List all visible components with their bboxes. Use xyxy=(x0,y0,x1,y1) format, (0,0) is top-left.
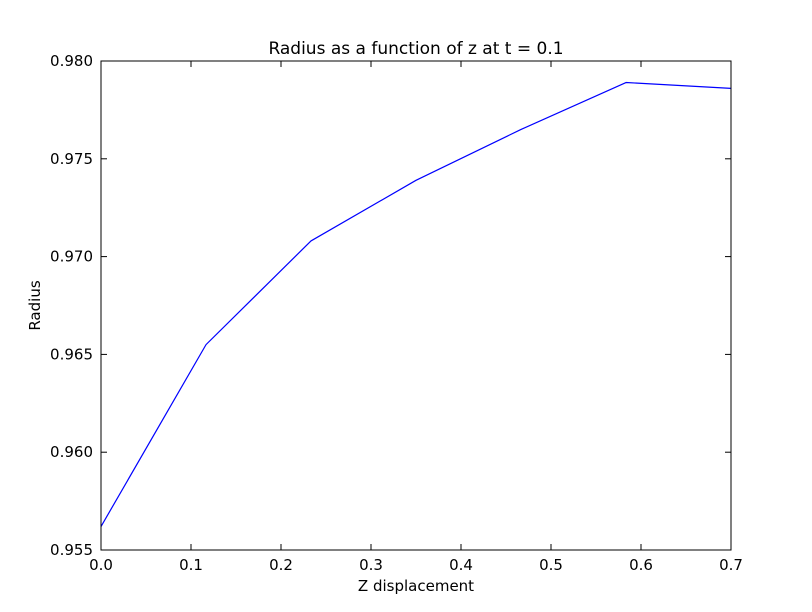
x-tick-label: 0.3 xyxy=(359,556,383,574)
x-axis-label: Z displacement xyxy=(358,577,474,595)
x-tick-label: 0.2 xyxy=(269,556,293,574)
plot-area xyxy=(100,81,732,527)
y-tick-label: 0.960 xyxy=(50,443,93,461)
y-tick-label: 0.980 xyxy=(50,52,93,70)
plot-frame xyxy=(100,60,732,551)
chart-title: Radius as a function of z at t = 0.1 xyxy=(268,39,563,59)
x-tick-label: 0.7 xyxy=(719,556,743,574)
x-tick-label: 0.1 xyxy=(179,556,203,574)
x-tick-label: 0.0 xyxy=(89,556,113,574)
x-tick-label: 0.6 xyxy=(629,556,653,574)
y-tick-label: 0.975 xyxy=(50,150,93,168)
y-axis-label: Radius xyxy=(26,280,44,330)
x-tick-label: 0.5 xyxy=(539,556,563,574)
series-line xyxy=(100,81,732,527)
x-tick-label: 0.4 xyxy=(449,556,473,574)
y-tick-label: 0.955 xyxy=(50,541,93,559)
y-tick-label: 0.970 xyxy=(50,248,93,266)
axis-ticks: 0.0 0.1 0.2 0.3 0.4 0.5 0.6 0.7 0.955 0.960 0.965 0… xyxy=(50,52,743,574)
y-tick-label: 0.965 xyxy=(50,345,93,363)
